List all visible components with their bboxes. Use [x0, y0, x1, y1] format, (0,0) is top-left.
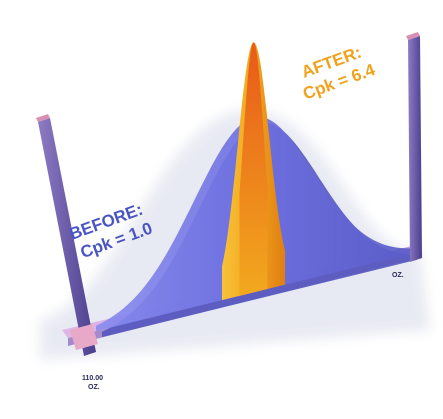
lower-spec-limit-post	[36, 114, 98, 356]
upper-limit-unit: OZ.	[392, 272, 404, 279]
lower-limit-unit: OZ.	[88, 384, 100, 391]
lower-post-foot	[70, 324, 98, 350]
upper-limit-label: OZ.	[392, 272, 404, 279]
after-curve-top	[239, 42, 268, 296]
upper-post-face	[408, 36, 422, 262]
lower-limit-value: 110.00	[82, 375, 103, 382]
upper-post-cap	[406, 32, 420, 40]
after-label: AFTER: Cpk = 6.4	[299, 43, 378, 104]
lower-post-face	[38, 118, 96, 356]
lower-limit-label: 110.00 OZ.	[82, 375, 103, 391]
upper-spec-limit-post	[406, 32, 422, 262]
lower-post-cap	[36, 114, 50, 122]
after-distribution	[222, 42, 285, 301]
